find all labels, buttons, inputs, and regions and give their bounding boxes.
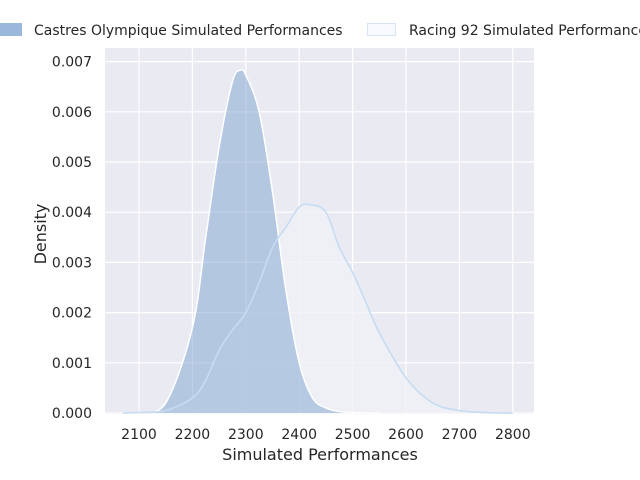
x-tick-label: 2700: [442, 427, 478, 443]
legend-label-castres: Castres Olympique Simulated Performances: [34, 23, 343, 39]
x-tick-label: 2600: [388, 427, 424, 443]
legend: Castres Olympique Simulated Performances…: [0, 23, 640, 39]
legend-label-racing: Racing 92 Simulated Performances: [409, 23, 640, 39]
legend-swatch-castres: [0, 23, 22, 36]
y-tick-label: 0.007: [52, 55, 92, 71]
x-tick-label: 2500: [335, 427, 371, 443]
series-layer: [122, 68, 513, 415]
x-tick-label: 2800: [495, 427, 531, 443]
x-axis-label: Simulated Performances: [222, 445, 418, 464]
x-tick-labels: 2100 2200 2300 2400 2500 2600 2700 2800: [121, 427, 530, 443]
y-tick-label: 0.006: [52, 105, 92, 121]
x-tick-label: 2400: [281, 427, 317, 443]
legend-swatch-racing: [367, 23, 396, 36]
x-tick-label: 2100: [121, 427, 157, 443]
y-tick-label: 0.002: [52, 306, 92, 322]
racing-line: [122, 203, 513, 414]
y-axis-label: Density: [31, 204, 50, 265]
x-tick-label: 2200: [175, 427, 211, 443]
y-tick-label: 0.004: [52, 205, 92, 221]
y-tick-label: 0.000: [52, 406, 92, 422]
castres-line: [122, 68, 380, 415]
y-tick-label: 0.001: [52, 356, 92, 372]
y-tick-label: 0.005: [52, 155, 92, 171]
x-tick-label: 2300: [228, 427, 264, 443]
y-tick-label: 0.003: [52, 255, 92, 271]
castres-area: [122, 69, 380, 414]
y-tick-labels: 0.000 0.001 0.002 0.003 0.004 0.005 0.006 0.007: [52, 55, 92, 422]
